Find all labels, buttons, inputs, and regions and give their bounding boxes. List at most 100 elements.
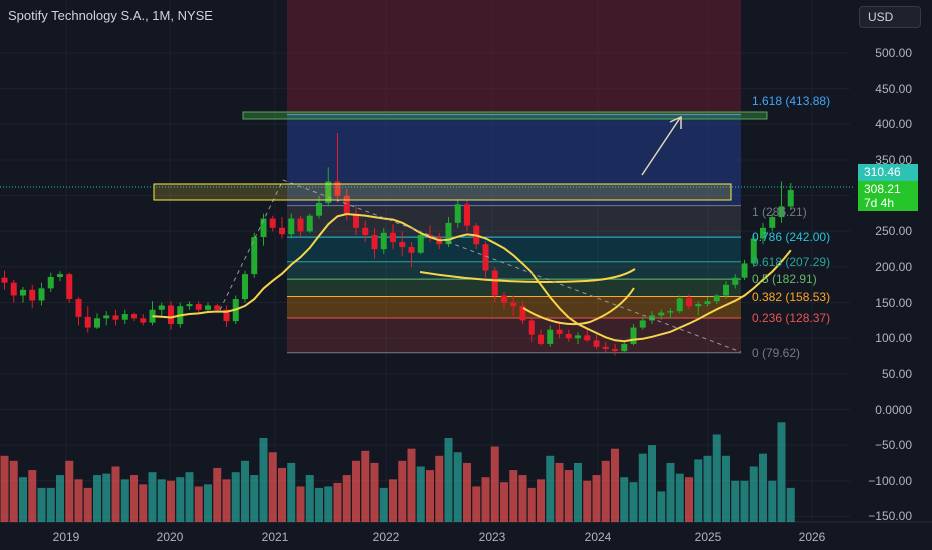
volume-bar <box>638 453 647 522</box>
candle-body <box>297 218 304 232</box>
price-tick: 450.00 <box>875 81 912 96</box>
candle-body <box>658 312 665 316</box>
candle-body <box>371 234 378 250</box>
volume-bar <box>509 470 518 522</box>
candle-body <box>723 284 729 296</box>
volume-bar <box>56 475 64 522</box>
volume-bar <box>407 448 416 522</box>
candle-body <box>334 181 341 196</box>
time-tick: 2022 <box>372 530 400 544</box>
rounding-curve-upper <box>419 268 636 283</box>
candle-body <box>713 295 720 302</box>
volume-bar <box>546 455 555 522</box>
volume-bar <box>296 486 305 522</box>
candle-body <box>66 274 73 300</box>
price-tick: −150.00 <box>868 509 912 524</box>
volume-bar <box>481 477 490 522</box>
candle-body <box>593 340 600 347</box>
candle-body <box>399 242 406 248</box>
volume-bar <box>601 460 610 522</box>
volume-bar <box>500 482 508 522</box>
candle-body <box>695 304 702 307</box>
volume-bar <box>472 486 481 522</box>
volume-bar <box>324 486 333 522</box>
volume-bar <box>379 487 388 522</box>
candle-body <box>242 274 248 300</box>
volume-bar <box>648 445 656 522</box>
volume-bar <box>685 477 693 522</box>
volume-bar <box>222 479 231 522</box>
volume-bar <box>518 475 527 522</box>
candle-body <box>612 348 618 352</box>
candle-body <box>639 320 646 328</box>
volume-bar <box>398 460 407 522</box>
volume-bar <box>46 487 55 522</box>
candle-body <box>427 234 433 238</box>
candle-body <box>223 309 230 322</box>
candle-body <box>482 244 489 271</box>
volume-bar <box>574 462 582 522</box>
candle-body <box>649 315 655 321</box>
volume-bar <box>370 462 379 522</box>
volume-bar <box>102 473 111 522</box>
trendline-dashed <box>282 179 742 353</box>
currency-button[interactable]: USD <box>859 6 921 28</box>
candle-body <box>149 309 156 323</box>
price-tick: 100.00 <box>875 331 912 346</box>
candle-body <box>390 232 396 243</box>
volume-bar <box>694 459 703 522</box>
fib-label-0.786: 0.786 (242.00) <box>752 230 831 245</box>
volume-bar <box>657 491 666 522</box>
candle-body <box>75 299 82 317</box>
candle-body <box>140 318 147 323</box>
candle-body <box>501 295 507 303</box>
price-tick: 150.00 <box>875 295 912 310</box>
candle-body <box>686 298 692 307</box>
volume-bar <box>148 472 157 522</box>
volume-bar <box>352 460 360 522</box>
candle-body <box>316 202 322 216</box>
candle-body <box>602 346 609 349</box>
time-tick: 2023 <box>478 530 506 544</box>
candle-body <box>519 306 526 321</box>
volume-bar <box>527 487 536 522</box>
volume-bar <box>722 455 730 522</box>
candle-body <box>556 329 563 334</box>
candle-body <box>760 227 766 239</box>
close-price-tag: 308.21 <box>858 181 918 197</box>
candle-body <box>103 315 110 319</box>
volume-bar <box>74 479 83 522</box>
fib-label-1: 1 (286.21) <box>752 204 807 219</box>
volume-bar <box>592 475 601 522</box>
target-arrow <box>641 117 681 176</box>
fib-zone <box>287 114 741 206</box>
candle-body <box>195 304 202 310</box>
fib-zone <box>287 296 741 319</box>
volume-bar <box>287 462 296 522</box>
volume-bar <box>768 480 777 522</box>
price-tick: 250.00 <box>875 224 912 239</box>
volume-bar <box>389 479 397 522</box>
time-tick: 2020 <box>156 530 184 544</box>
volume-bar <box>740 480 749 522</box>
fib-zone <box>287 318 741 353</box>
volume-bar <box>204 484 212 522</box>
volume-bar <box>0 455 9 522</box>
volume-bar <box>167 480 175 522</box>
volume-bar <box>315 487 323 522</box>
volume-bar <box>435 455 444 522</box>
volume-bar <box>426 470 434 522</box>
candle-body <box>84 316 91 328</box>
candle-body <box>94 318 100 328</box>
target-zone <box>242 111 768 120</box>
volume-bar <box>463 462 471 522</box>
volume-bar <box>259 438 268 522</box>
volume-bar <box>361 450 370 522</box>
candle-body <box>750 238 757 264</box>
volume-bar <box>213 467 222 522</box>
chart-title: Spotify Technology S.A., 1M, NYSE <box>8 8 213 23</box>
volume-bar <box>759 453 767 522</box>
volume-bar <box>444 438 453 522</box>
